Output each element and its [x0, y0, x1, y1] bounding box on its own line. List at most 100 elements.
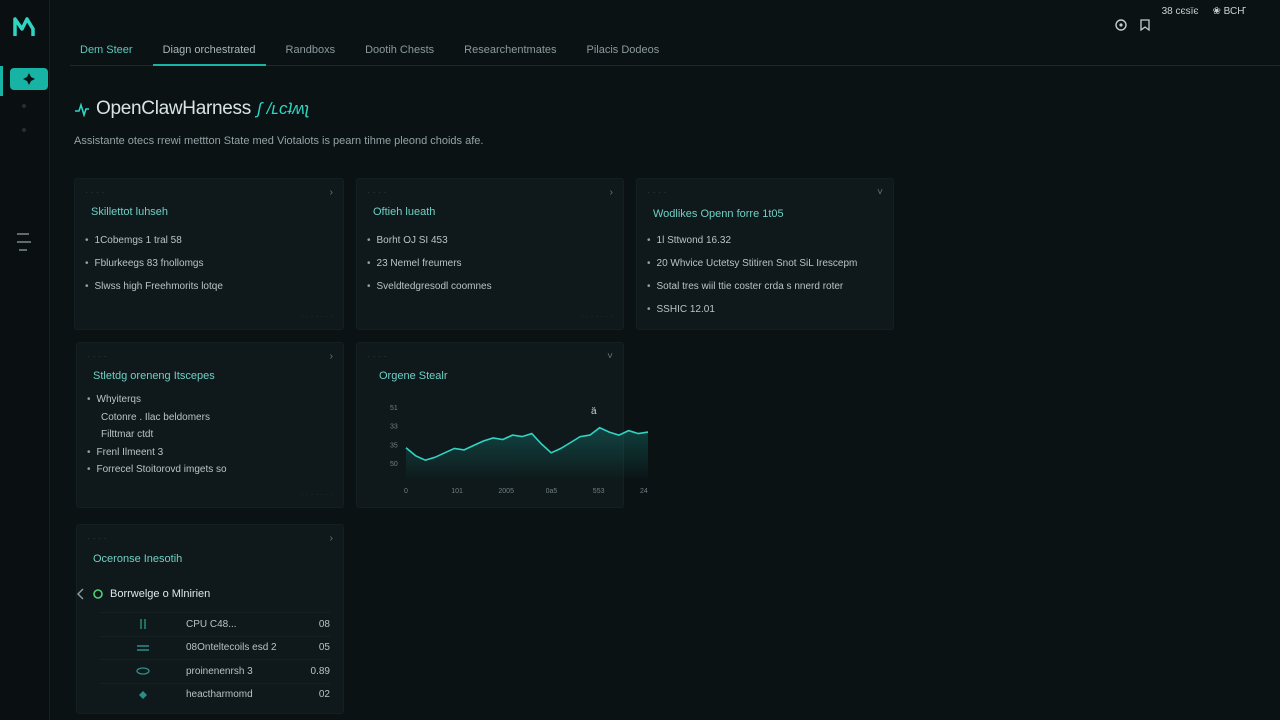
chevron-left-icon[interactable] [76, 588, 86, 600]
tab-pilacis-dodeos[interactable]: Pilacis Dodeos [586, 44, 660, 56]
table-row[interactable]: 08Onteltecoils esd 2 05 [100, 635, 330, 660]
table-row[interactable]: heactharmomd 02 [100, 682, 330, 707]
list-item: SSHIC 12.01 [647, 298, 857, 321]
list-item: 20 Whvice Uctetsy Stitiren Snot SiL Ires… [647, 252, 858, 275]
resource-value: 0.89 [310, 665, 330, 677]
card-meta: · · · · [87, 351, 107, 361]
x-tick-label: 0 [404, 488, 408, 495]
list-item: Fblurkeegs 83 fnollomgs [85, 252, 223, 275]
nav-item-active[interactable] [10, 68, 48, 90]
card-menu-icon[interactable]: › [329, 351, 333, 362]
sync-icon[interactable] [1114, 18, 1128, 32]
tab-randboxs[interactable]: Randboxs [285, 44, 336, 56]
cpu-icon [140, 619, 146, 630]
status-text: 38 сєѕїє [1161, 6, 1199, 17]
card-operations: · · · · › Stletdg oreneng Itscepes Whyit… [76, 342, 344, 508]
card-meta: · · · · [367, 351, 387, 361]
card-health: · · · · › Oftieh lueath Borht OJ SI 453 … [356, 178, 624, 330]
list-item: Frenl Ilmeent 3 [87, 444, 227, 462]
card-title: Stletdg oreneng Itscepes [93, 370, 215, 382]
y-tick-label: 33 [390, 424, 398, 431]
x-tick-label: 0a5 [546, 488, 558, 495]
series-line [405, 426, 649, 462]
card-chart: · · · · ˅ Orgene Stealr [356, 342, 624, 508]
nav-dot[interactable] [22, 104, 26, 108]
resources-table: CPU C48... 08 08Onteltecoils esd 2 05 pr… [100, 612, 330, 706]
tab-bar: Dem Steer Diagn orchestrated Randboxs Do… [70, 36, 1280, 66]
leaf-icon [93, 589, 103, 599]
list-item: Borht OJ SI 453 [367, 229, 492, 252]
page-header: OpenClawHarness ʃ /ʟсʇʍʅ [74, 98, 309, 120]
card-title: Oceronse Inesotih [93, 553, 183, 565]
card-title: Orgene Stealr [379, 370, 448, 382]
list-item: Filttmar ctdt [101, 429, 154, 440]
list-item: 1l Sttwond 16.32 [647, 229, 857, 252]
page-subtitle: Assistante otecs rrewi mettton State med… [74, 135, 484, 147]
card-list: 1l Sttwond 16.32 20 Whvice Uctetsy Stiti… [647, 229, 858, 321]
active-nav-indicator [0, 66, 3, 96]
network-icon [137, 645, 149, 651]
pulse-icon [75, 102, 89, 117]
x-tick-label: 24 [640, 488, 648, 495]
card-workloads: · · · · ˅ Wodlikes Openn forre 1t05 1l S… [636, 178, 894, 330]
eye-icon [136, 667, 150, 675]
card-menu-icon[interactable]: › [329, 533, 333, 544]
list-item: Sotal tres wiil ttie coster crda s nnerd… [647, 275, 857, 298]
list-item: Forrecel Stoitorovd imgets so [87, 461, 227, 479]
card-list: Borht OJ SI 453 23 Nemel freumers Sveldt… [367, 229, 492, 298]
card-menu-icon[interactable]: › [329, 187, 333, 198]
card-footer: · · · · · · · [301, 490, 333, 499]
chart-annotation: ä [591, 406, 597, 417]
list-item: Slwss high Freehmorits lotqe [85, 275, 223, 298]
status-bar: 38 сєѕїє ❀ ВСҤ [1162, 6, 1246, 17]
card-meta: · · · · [87, 533, 107, 543]
status-text: ❀ ВСҤ [1212, 6, 1246, 17]
resource-name: 08Onteltecoils esd 2 [186, 642, 277, 654]
card-menu-icon[interactable]: › [609, 187, 613, 198]
card-list: Whyiterqs Cotonre . Ilac beldomers Filtt… [87, 391, 227, 479]
tab-researchentmates[interactable]: Researchentmates [464, 44, 557, 56]
card-meta: · · · · [85, 187, 105, 197]
card-skills: · · · · › Skillettot luhseh 1Cobemgs 1 t… [74, 178, 344, 330]
page-title: OpenClawHarness [96, 98, 251, 119]
card-title: Skillettot luhseh [91, 206, 169, 218]
series-area [406, 427, 648, 478]
nav-dot[interactable] [22, 128, 26, 132]
diamond-icon [139, 690, 147, 699]
menu-icon[interactable] [14, 230, 34, 254]
card-menu-icon[interactable]: ˅ [877, 187, 883, 198]
x-tick-label: 553 [593, 488, 605, 495]
resource-name: heactharmomd [186, 689, 253, 701]
card-menu-icon[interactable]: ˅ [607, 351, 613, 362]
tab-dem-steer[interactable]: Dem Steer [80, 44, 133, 56]
card-footer: · · · · · · · [301, 312, 333, 321]
card-meta: · · · · [647, 187, 667, 197]
bookmark-icon[interactable] [1138, 18, 1152, 32]
y-tick-label: 50 [390, 461, 398, 468]
table-row[interactable]: proinenenrsh 3 0.89 [100, 659, 330, 683]
sidebar-rail [0, 0, 50, 720]
card-title: Wodlikes Openn forre 1t05 [653, 208, 784, 220]
active-nav-icon [23, 73, 35, 85]
y-tick-label: 51 [390, 405, 398, 412]
tab-dootih-chests[interactable]: Dootih Chests [365, 44, 435, 56]
page-title-suffix: ʃ /ʟсʇʍʅ [256, 99, 310, 118]
card-footer: · · · · · · · [581, 312, 613, 321]
resource-name: proinenenrsh 3 [186, 665, 253, 677]
tab-diagn-orchestrated[interactable]: Diagn orchestrated [152, 36, 266, 66]
y-tick-label: 35 [390, 442, 398, 449]
x-tick-label: 101 [451, 488, 463, 495]
list-item: Whyiterqs [87, 391, 227, 409]
resources-header: Borrwelge o Mlnirien [76, 588, 210, 600]
logo-icon[interactable] [13, 16, 37, 38]
resource-name: CPU C48... [186, 618, 237, 630]
table-row[interactable]: CPU C48... 08 [100, 612, 330, 636]
list-item: Sveldtedgresodl coomnes [367, 275, 492, 298]
resource-value: 05 [318, 642, 330, 654]
line-chart: 51 33 35 50 0 101 2005 0a5 553 24 ä [390, 405, 649, 495]
x-tick-label: 2005 [498, 488, 514, 495]
card-title: Oftieh lueath [373, 206, 436, 218]
card-list: 1Cobemgs 1 tral 58 Fblurkeegs 83 fnollom… [85, 229, 223, 298]
list-item: 1Cobemgs 1 tral 58 [85, 229, 223, 252]
list-item: Cotonre . Ilac beldomers [101, 411, 210, 423]
